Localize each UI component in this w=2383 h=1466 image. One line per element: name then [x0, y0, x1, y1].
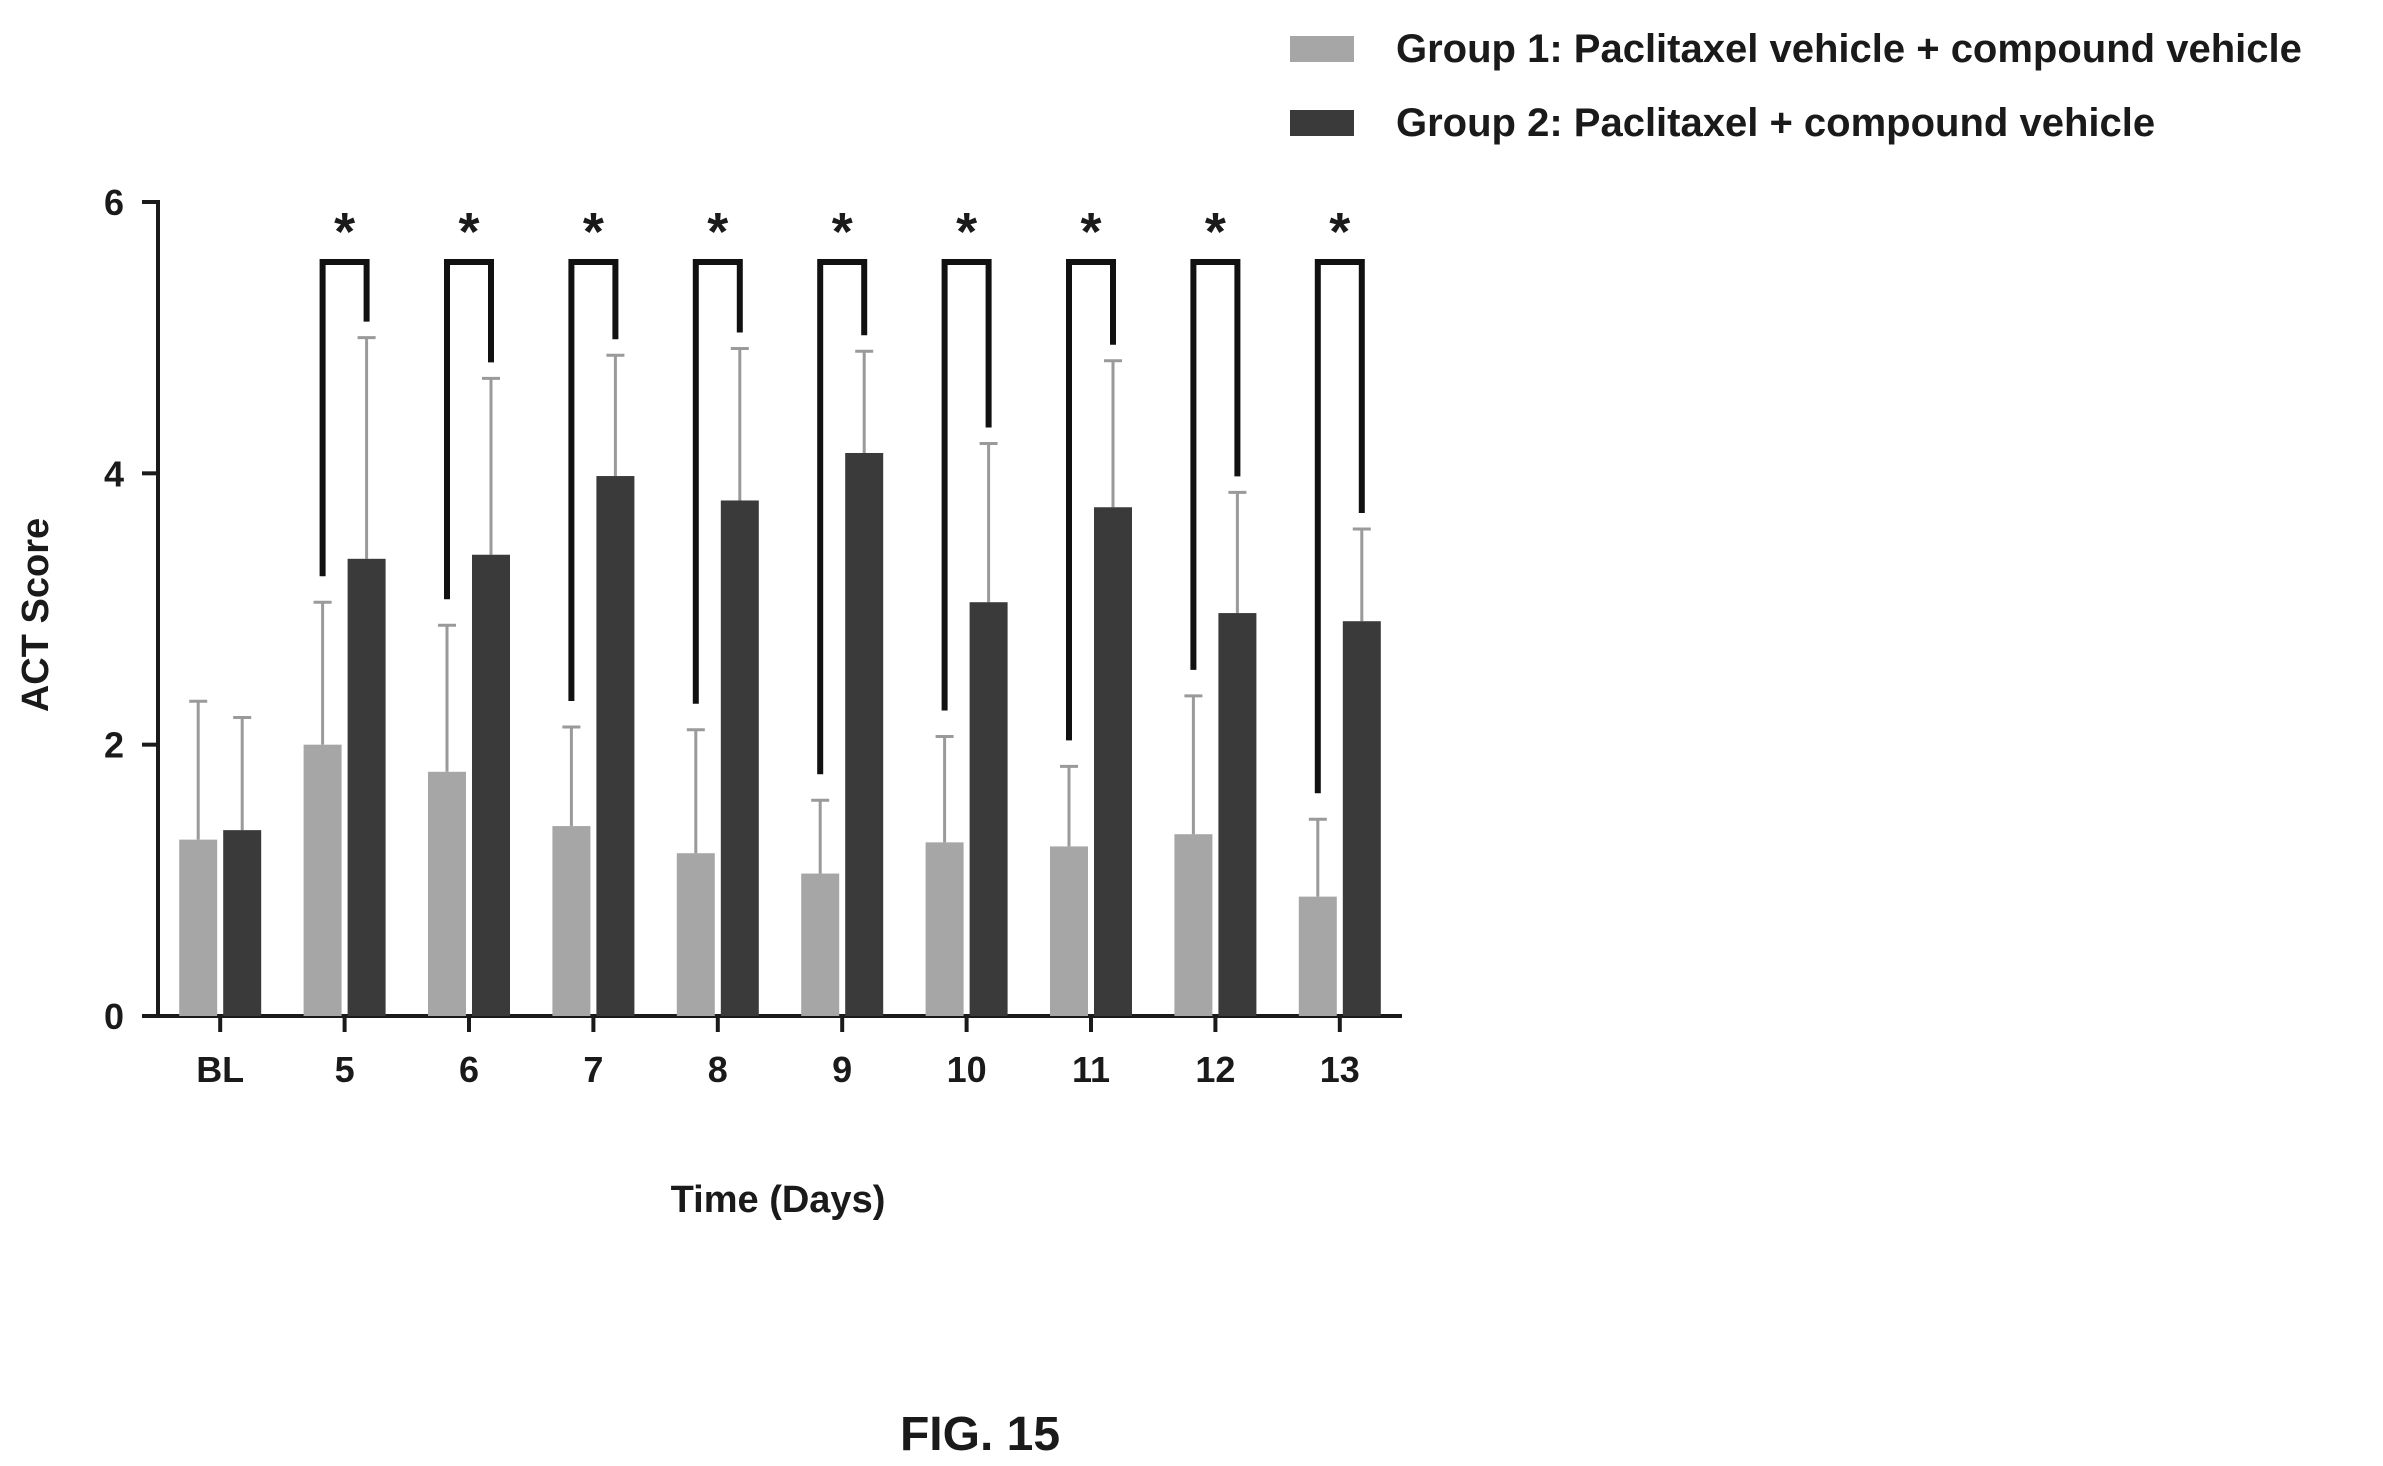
- x-tick-label: 5: [335, 1049, 355, 1090]
- significance-star: *: [1080, 202, 1101, 262]
- significance-bracket: [1314, 259, 1365, 794]
- significance-star: *: [1329, 202, 1350, 262]
- significance-bracket: [941, 259, 992, 711]
- x-tick-label: 11: [1072, 1049, 1110, 1090]
- legend-label-group-1: Group 1: Paclitaxel vehicle + compound v…: [1396, 27, 2302, 71]
- significance-star: *: [707, 202, 728, 262]
- significance-star: *: [334, 202, 355, 262]
- x-axis-label: Time (Days): [671, 1179, 886, 1221]
- bar-group-2: [1342, 621, 1381, 1016]
- significance-bracket: [692, 259, 743, 704]
- x-tick-label: BL: [196, 1049, 244, 1090]
- y-tick-label: 4: [104, 453, 124, 494]
- significance-bracket: [444, 259, 494, 600]
- x-tick-label: 10: [947, 1049, 987, 1090]
- legend-swatch-group-2: [1290, 110, 1354, 136]
- legend-swatch-group-1: [1290, 36, 1354, 62]
- bar-group-2: [596, 476, 635, 1017]
- bar-group-1: [179, 839, 218, 1016]
- x-tick-label: 12: [1195, 1049, 1235, 1090]
- significance-bracket: [568, 259, 619, 702]
- bar-group-1: [1050, 846, 1088, 1016]
- bar-group-2: [969, 602, 1008, 1016]
- bar-group-1: [552, 826, 591, 1016]
- significance-bracket: [1066, 259, 1116, 741]
- x-tick-label: 13: [1320, 1049, 1360, 1090]
- x-tick-label: 8: [708, 1049, 728, 1090]
- bar-group-2: [347, 558, 386, 1016]
- significance-star: *: [1205, 202, 1226, 262]
- x-tick-label: 9: [832, 1049, 852, 1090]
- bar-group-1: [1298, 896, 1337, 1016]
- bar-group-2: [1218, 613, 1257, 1016]
- bar-group-1: [1174, 834, 1213, 1016]
- x-tick-label: 6: [459, 1049, 479, 1090]
- bar-group-2: [1094, 507, 1132, 1016]
- significance-bracket: [1190, 259, 1241, 670]
- bar-group-2: [223, 830, 262, 1016]
- y-tick-label: 2: [104, 725, 124, 766]
- bar-group-1: [676, 853, 715, 1016]
- bar-group-1: [303, 744, 342, 1016]
- significance-star: *: [832, 202, 853, 262]
- significance-star: *: [458, 202, 479, 262]
- significance-star: *: [583, 202, 604, 262]
- significance-star: *: [956, 202, 977, 262]
- legend-label-group-2: Group 2: Paclitaxel + compound vehicle: [1396, 101, 2155, 145]
- bar-group-2: [472, 554, 510, 1016]
- bar-group-1: [925, 842, 964, 1016]
- figure-caption: FIG. 15: [900, 1408, 1060, 1461]
- bar-group-2: [845, 452, 884, 1016]
- significance-bracket: [817, 259, 868, 775]
- x-tick-label: 7: [583, 1049, 603, 1090]
- legend: Group 1: Paclitaxel vehicle + compound v…: [1290, 27, 2302, 145]
- plot-area: 0 2 4 6 BL 5 6 7 8 9 10 11 12 13 * * * * * * * * *: [104, 182, 1402, 1090]
- y-tick-label: 6: [104, 182, 124, 223]
- y-tick-label: 0: [104, 996, 124, 1037]
- bar-group-1: [801, 873, 840, 1016]
- y-axis-label: ACT Score: [15, 518, 57, 712]
- bar-group-1: [428, 771, 466, 1016]
- bar-group-2: [720, 500, 759, 1016]
- significance-bracket: [319, 259, 370, 577]
